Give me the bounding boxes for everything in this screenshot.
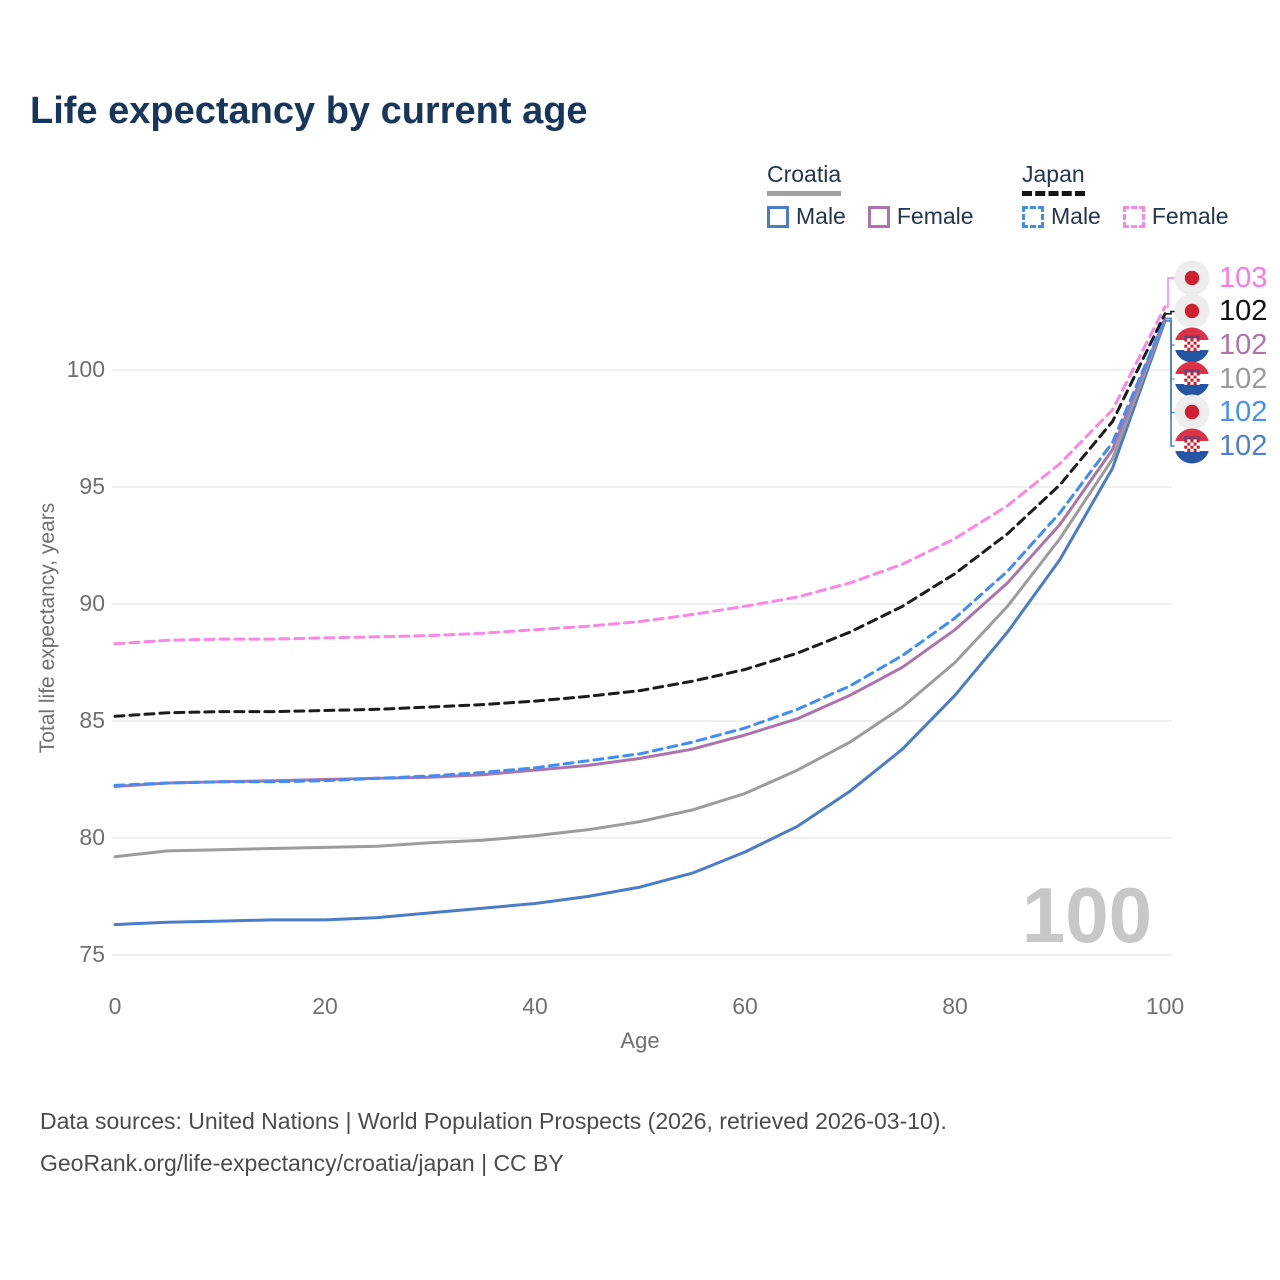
end-value-japan-female: 103 <box>1219 262 1268 294</box>
japan-flag-icon <box>1174 293 1210 329</box>
y-tick-90: 90 <box>79 590 105 616</box>
y-tick-75: 75 <box>79 941 105 967</box>
croatia-female-swatch-icon <box>867 205 890 228</box>
legend-croatia-female-label: Female <box>896 203 974 229</box>
x-tick-100: 100 <box>1145 993 1185 1019</box>
series-line-croatia-female[interactable] <box>113 317 1167 788</box>
x-tick-20: 20 <box>312 993 338 1019</box>
label-connector-japan-both-sexes <box>1165 310 1176 315</box>
croatia-flag-icon <box>1174 327 1210 363</box>
japan-female-swatch-icon <box>1122 205 1145 228</box>
end-label-croatia-female: 102 <box>1174 327 1267 363</box>
footer-data-sources: Data sources: United Nations | World Pop… <box>40 1108 947 1134</box>
legend-japan-male-label: Male <box>1051 203 1101 229</box>
x-tick-40: 40 <box>522 993 548 1019</box>
y-tick-80: 80 <box>79 824 105 850</box>
series-line-japan-male[interactable] <box>113 317 1167 787</box>
legend-japan-female-label: Female <box>1151 203 1229 229</box>
croatia-flag-icon <box>1174 361 1210 397</box>
x-tick-0: 0 <box>108 993 122 1019</box>
series-line-japan-both-sexes[interactable] <box>113 312 1167 718</box>
legend-group-japan: Japan <box>1022 161 1085 197</box>
legend-item-japan-male[interactable]: Male <box>1022 203 1101 230</box>
japan-male-swatch-icon <box>1022 205 1044 228</box>
end-label-japan-male: 102 <box>1174 394 1267 430</box>
series-line-croatia-both-sexes[interactable] <box>113 317 1167 859</box>
legend-item-croatia-female[interactable]: Female <box>867 203 974 230</box>
end-label-japan-both: 102 <box>1174 293 1267 329</box>
legend-item-croatia-male[interactable]: Male <box>767 203 846 230</box>
end-value-japan-male: 102 <box>1219 396 1268 428</box>
end-label-japan-female: 103 <box>1174 260 1267 296</box>
x-axis-title: Age <box>620 1028 660 1053</box>
end-value-croatia-male: 102 <box>1219 430 1268 462</box>
y-tick-100: 100 <box>66 356 105 382</box>
legend-japan-heading[interactable]: Japan <box>1022 161 1085 197</box>
croatia-male-swatch-icon <box>767 205 789 228</box>
legend-group-croatia: Croatia <box>767 161 842 197</box>
legend-croatia-heading[interactable]: Croatia <box>767 161 842 197</box>
japan-flag-icon <box>1174 394 1210 430</box>
croatia-flag-icon <box>1174 428 1210 464</box>
label-connector-japan-female <box>1165 277 1176 308</box>
legend-japan-items: Male Female <box>1022 203 1229 230</box>
legend-item-japan-female[interactable]: Female <box>1122 203 1229 230</box>
page-title: Life expectancy by current age <box>30 90 588 132</box>
footer-attribution: GeoRank.org/life-expectancy/croatia/japa… <box>40 1150 564 1176</box>
end-value-croatia-female: 102 <box>1219 329 1268 361</box>
x-tick-60: 60 <box>732 993 758 1019</box>
y-tick-95: 95 <box>79 473 105 499</box>
end-value-japan-both: 102 <box>1219 295 1268 327</box>
x-tick-80: 80 <box>942 993 968 1019</box>
end-label-croatia-male: 102 <box>1174 428 1267 464</box>
current-age-watermark: 100 <box>1021 871 1152 959</box>
japan-flag-icon <box>1174 260 1210 296</box>
y-tick-85: 85 <box>79 707 105 733</box>
y-axis-title: Total life expectancy, years <box>36 502 59 754</box>
legend-croatia-items: Male Female <box>767 203 974 230</box>
end-value-croatia-both: 102 <box>1219 363 1268 395</box>
label-connector-croatia-male <box>1165 320 1176 447</box>
series-line-japan-female[interactable] <box>113 305 1167 646</box>
legend-croatia-male-label: Male <box>796 203 846 229</box>
end-label-croatia-both: 102 <box>1174 361 1267 397</box>
series-line-croatia-male[interactable] <box>113 319 1167 927</box>
